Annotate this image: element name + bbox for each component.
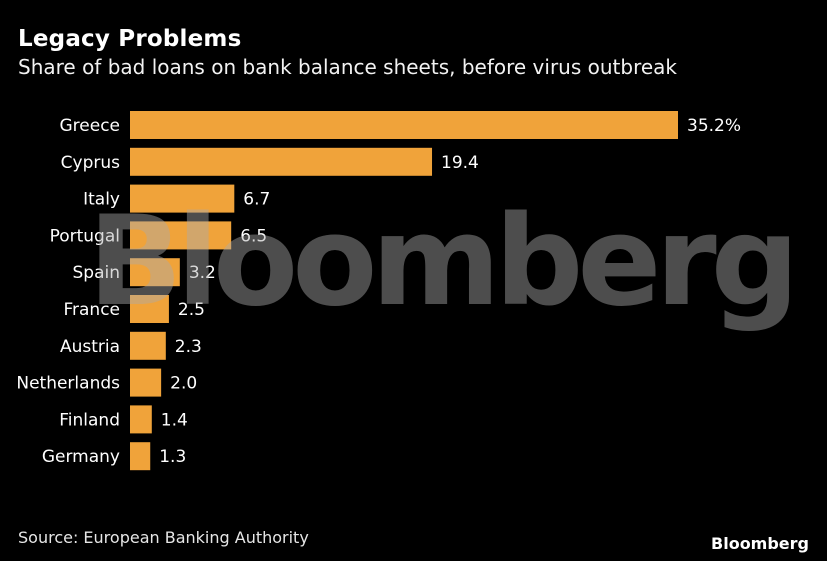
value-label: 6.5	[240, 226, 267, 246]
value-label: 2.3	[175, 337, 202, 357]
bar-portugal	[130, 221, 232, 250]
bar-italy	[130, 184, 235, 213]
value-label: 6.7	[243, 190, 270, 210]
bar-greece	[130, 111, 678, 139]
value-label: 1.3	[159, 447, 186, 467]
bar-austria	[130, 331, 166, 360]
value-label: 2.0	[170, 374, 197, 394]
source-note: Source: European Banking Authority	[18, 528, 309, 547]
chart-title: Legacy Problems	[18, 26, 242, 52]
category-label: Austria	[60, 337, 120, 357]
category-label: France	[63, 300, 120, 320]
value-label: 3.2	[189, 263, 216, 283]
bar-finland	[130, 405, 152, 434]
category-label: Germany	[42, 447, 120, 467]
bar-spain	[130, 258, 180, 287]
category-label: Portugal	[50, 226, 120, 246]
category-label: Spain	[73, 263, 121, 283]
value-label: 1.4	[161, 410, 188, 430]
value-label: 2.5	[178, 300, 205, 320]
category-label: Finland	[59, 410, 120, 430]
value-label: 19.4	[441, 153, 479, 173]
category-label: Italy	[83, 190, 120, 210]
category-label: Cyprus	[61, 153, 120, 173]
category-label: Greece	[59, 116, 120, 136]
category-label: Netherlands	[16, 374, 120, 394]
bar-france	[130, 295, 169, 323]
bar-germany	[130, 442, 151, 471]
brand-logo: Bloomberg	[711, 534, 809, 553]
bar-netherlands	[130, 368, 162, 397]
value-label: 35.2%	[687, 116, 741, 136]
bar-cyprus	[130, 147, 433, 176]
chart-subtitle: Share of bad loans on bank balance sheet…	[18, 55, 677, 79]
